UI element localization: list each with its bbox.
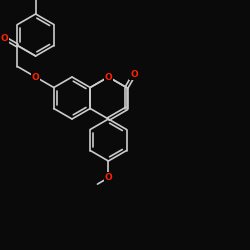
Text: O: O — [104, 173, 112, 182]
Text: O: O — [32, 72, 40, 82]
Text: O: O — [130, 70, 138, 79]
Text: O: O — [104, 72, 112, 82]
Text: O: O — [1, 34, 8, 43]
